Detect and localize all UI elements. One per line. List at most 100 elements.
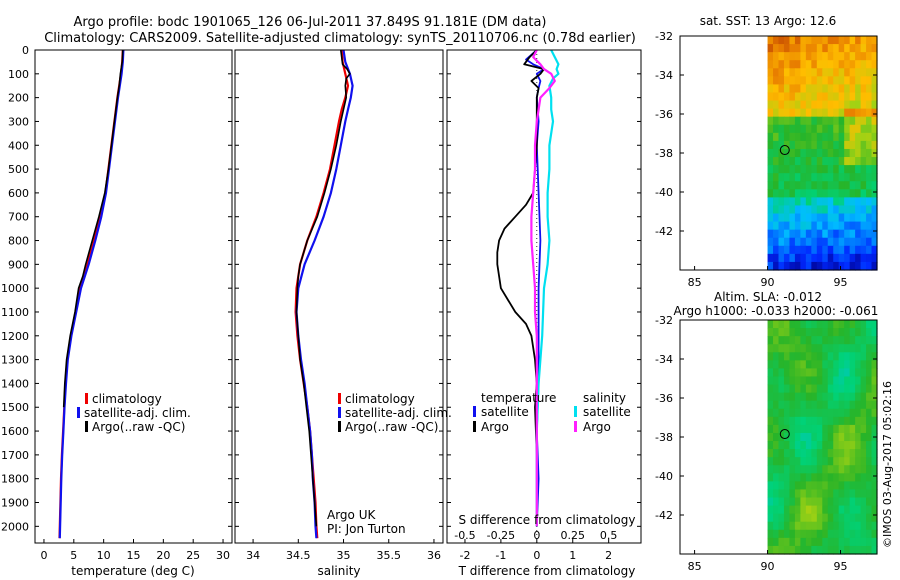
map-cell xyxy=(871,229,878,239)
map-cell xyxy=(767,432,774,442)
map-cell xyxy=(855,521,862,531)
map-cell xyxy=(844,473,851,482)
map-cell xyxy=(871,416,878,426)
map-cell xyxy=(838,360,845,370)
map-cell xyxy=(767,68,774,77)
map-cell xyxy=(789,68,796,77)
map-cell xyxy=(773,481,780,491)
map-cell xyxy=(789,336,796,345)
legend-swatch-satellite xyxy=(338,407,341,418)
map-cell xyxy=(822,148,829,158)
map-cell xyxy=(800,52,807,61)
map-cell xyxy=(827,344,834,353)
map-cell xyxy=(789,521,796,531)
map-cell xyxy=(827,368,834,378)
map-cell xyxy=(794,473,801,482)
map-cell xyxy=(844,165,851,174)
map-cell xyxy=(849,189,856,198)
map-cell xyxy=(833,424,840,434)
map-cell xyxy=(816,457,823,466)
map-cell xyxy=(816,245,823,255)
data-centre-annotation: Argo UK xyxy=(327,508,376,522)
map-cell xyxy=(871,465,878,474)
map-cell xyxy=(871,336,878,345)
map-cell xyxy=(860,392,867,402)
map-cell xyxy=(860,181,867,190)
map-cell xyxy=(866,44,873,53)
map-cell xyxy=(783,344,791,353)
map-cell xyxy=(838,221,845,231)
map-cell xyxy=(773,344,780,353)
map-cell xyxy=(866,100,873,110)
map-cell xyxy=(827,52,834,61)
map-cell xyxy=(866,165,873,174)
map-cell xyxy=(789,392,796,402)
map-cell xyxy=(855,360,862,370)
map-cell xyxy=(816,505,823,515)
map-cell xyxy=(789,545,796,555)
map-cell xyxy=(783,465,791,474)
map-cell xyxy=(800,328,807,337)
map-cell xyxy=(773,84,780,94)
map-cell xyxy=(800,344,807,353)
map-cell xyxy=(844,416,851,426)
map-cell xyxy=(827,473,834,482)
lat-tick-label: -42 xyxy=(655,225,673,238)
map-cell xyxy=(866,261,873,271)
map-cell xyxy=(778,157,785,166)
x-tick-label: 35 xyxy=(337,549,351,562)
map-cell xyxy=(871,545,878,555)
legend-swatch-satellite xyxy=(77,407,80,418)
map-cell xyxy=(773,400,780,410)
map-cell xyxy=(822,229,829,239)
map-cell xyxy=(767,376,774,386)
map-cell xyxy=(871,424,878,434)
series-line-salinity-argo xyxy=(530,50,556,527)
map-cell xyxy=(778,44,785,53)
x-tick-label: 20 xyxy=(156,549,170,562)
map-cell xyxy=(849,489,856,499)
map-cell xyxy=(838,36,845,45)
map-cell xyxy=(822,408,829,418)
map-cell xyxy=(794,416,801,426)
map-cell xyxy=(800,132,807,142)
map-cell xyxy=(871,360,878,370)
salinity-xlabel: salinity xyxy=(317,564,360,578)
x-tick-label: 34 xyxy=(246,549,260,562)
map-cell xyxy=(860,336,867,345)
map-cell xyxy=(794,165,801,174)
map-cell xyxy=(811,505,818,515)
map-cell xyxy=(816,92,823,102)
x-tick-label: 10 xyxy=(97,549,111,562)
map-cell xyxy=(833,92,840,102)
map-cell xyxy=(871,237,878,247)
map-cell xyxy=(838,545,845,555)
map-cell xyxy=(794,108,801,118)
map-cell xyxy=(860,545,867,555)
map-cell xyxy=(800,416,807,426)
map-cell xyxy=(811,245,818,255)
map-cell xyxy=(866,432,873,442)
map-cell xyxy=(866,392,873,402)
map-cell xyxy=(849,465,856,474)
map-cell xyxy=(866,253,873,263)
map-cell xyxy=(805,173,812,182)
map-cell xyxy=(805,368,812,378)
map-cell xyxy=(778,36,785,45)
map-cell xyxy=(778,449,785,458)
map-cell xyxy=(833,60,840,69)
map-cell xyxy=(783,148,791,158)
map-cell xyxy=(811,465,818,474)
map-cell xyxy=(866,124,873,134)
map-cell xyxy=(767,465,774,474)
map-cell xyxy=(827,237,834,247)
map-cell xyxy=(833,44,840,53)
map-cell xyxy=(871,408,878,418)
map-cell xyxy=(816,473,823,482)
map-cell xyxy=(871,100,878,110)
map-cell xyxy=(860,360,867,370)
map-cell xyxy=(805,489,812,499)
lat-tick-label: -42 xyxy=(655,509,673,522)
map-cell xyxy=(844,489,851,499)
map-cell xyxy=(805,449,812,458)
